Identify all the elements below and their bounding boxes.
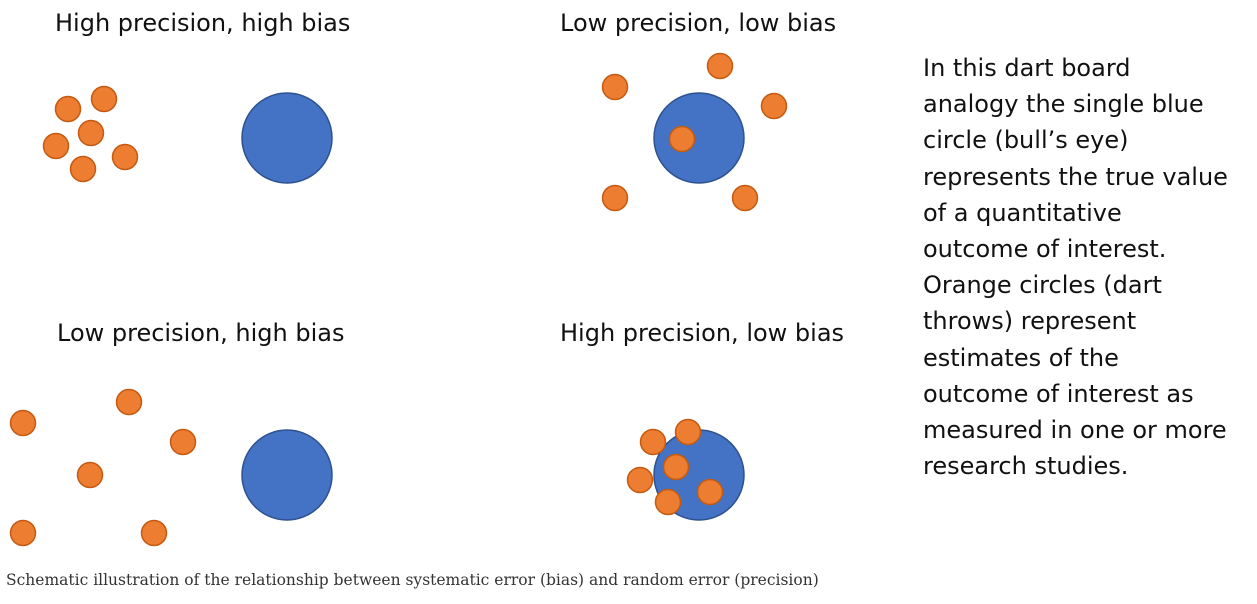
- dart-throw: [169, 428, 197, 456]
- panel-title-low-precision-high-bias: Low precision, high bias: [57, 319, 345, 347]
- dart-throw: [760, 92, 788, 120]
- panel-title-high-precision-high-bias: High precision, high bias: [55, 9, 351, 37]
- dart-throw: [662, 453, 690, 481]
- dart-throw: [69, 155, 97, 183]
- explanation-line: measured in one or more: [923, 416, 1227, 445]
- dart-throw: [706, 52, 734, 80]
- dart-throw: [696, 478, 724, 506]
- explanation-line: Orange circles (dart: [923, 271, 1162, 300]
- dart-throw: [668, 125, 696, 153]
- explanation-line: circle (bull’s eye): [923, 126, 1129, 155]
- dart-throw: [639, 428, 667, 456]
- explanation-line: outcome of interest as: [923, 379, 1194, 408]
- bullseye: [241, 429, 333, 521]
- panel-high-precision-low-bias: [626, 418, 745, 521]
- dartboard-diagram: [9, 52, 788, 547]
- bullseye: [653, 92, 745, 184]
- panel-low-precision-low-bias: [601, 52, 788, 212]
- dart-throw: [601, 73, 629, 101]
- dart-throw: [140, 519, 168, 547]
- dart-throw: [626, 466, 654, 494]
- dart-throw: [9, 519, 37, 547]
- dart-throw: [42, 132, 70, 160]
- explanation-line: represents the true value: [923, 162, 1228, 191]
- explanation-line: analogy the single blue: [923, 90, 1204, 119]
- dart-throw: [601, 184, 629, 212]
- explanation-text: In this dart board analogy the single bl…: [923, 50, 1253, 484]
- dart-throw: [9, 409, 37, 437]
- explanation-line: In this dart board: [923, 54, 1131, 82]
- explanation-line: research studies.: [923, 452, 1129, 481]
- dart-throw: [115, 388, 143, 416]
- dart-throw: [654, 488, 682, 516]
- panel-high-precision-high-bias: [42, 85, 333, 184]
- explanation-line: of a quantitative: [923, 198, 1122, 227]
- dart-throw: [731, 184, 759, 212]
- bullseye: [241, 92, 333, 184]
- panel-title-high-precision-low-bias: High precision, low bias: [560, 319, 845, 347]
- panel-low-precision-high-bias: [9, 388, 333, 547]
- explanation-line: estimates of the: [923, 343, 1119, 372]
- panel-title-low-precision-low-bias: Low precision, low bias: [560, 9, 837, 37]
- dart-throw: [674, 418, 702, 446]
- explanation-line: throws) represent: [923, 307, 1137, 336]
- dart-throw: [90, 85, 118, 113]
- dart-throw: [76, 461, 104, 489]
- figure-caption: Schematic illustration of the relationsh…: [6, 571, 819, 589]
- dart-throw: [54, 95, 82, 123]
- explanation-line: outcome of interest.: [923, 235, 1167, 264]
- dart-throw: [111, 143, 139, 171]
- dart-throw: [77, 119, 105, 147]
